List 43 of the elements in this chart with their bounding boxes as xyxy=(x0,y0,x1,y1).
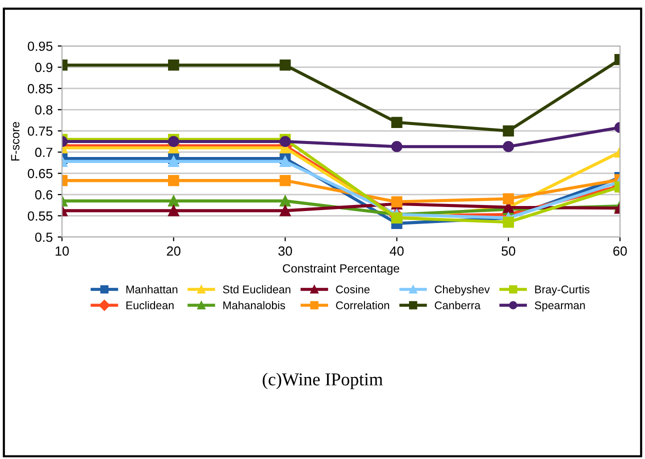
point xyxy=(280,205,291,216)
x-tick-label: 30 xyxy=(278,246,292,256)
x-axis-title: Constraint Percentage xyxy=(282,264,400,275)
y-tick-label: 0.5 xyxy=(35,232,52,242)
legend-label: Chebyshev xyxy=(434,285,490,296)
legend-label: Manhattan xyxy=(126,285,178,294)
point xyxy=(280,136,291,148)
x-tick-label: 50 xyxy=(502,246,516,256)
point xyxy=(168,60,180,71)
point xyxy=(391,141,402,152)
x-tick-label: 10 xyxy=(56,246,69,256)
y-tick-label: 0.7 xyxy=(35,148,52,158)
x-tick-label: 60 xyxy=(613,246,627,256)
text: (c)Wine IPoptim xyxy=(262,372,383,390)
y-tick-label: 0.55 xyxy=(28,211,52,221)
y-tick-label: 0.65 xyxy=(28,168,52,178)
legend-label: Std Euclidean xyxy=(222,285,290,294)
legend-label: Canberra xyxy=(434,301,481,310)
point xyxy=(280,156,291,168)
point xyxy=(391,116,402,128)
x-tick-label: 20 xyxy=(166,246,180,256)
point xyxy=(280,60,291,71)
legend-label: Correlation xyxy=(336,301,390,310)
legend-label: Bray-Curtis xyxy=(535,285,590,296)
point xyxy=(168,174,180,186)
y-tick-label: 0.75 xyxy=(28,126,52,136)
point xyxy=(168,195,180,206)
x-tick-label: 40 xyxy=(390,246,404,256)
y-tick-label: 0.6 xyxy=(35,190,52,200)
legend-label: Spearman xyxy=(534,301,585,312)
point xyxy=(168,136,180,148)
y-tick-label: 0.85 xyxy=(28,84,52,94)
point xyxy=(280,174,291,186)
y-axis-title: F-score xyxy=(11,122,20,161)
point xyxy=(280,195,291,206)
legend-label: Mahanalobis xyxy=(223,301,286,310)
point xyxy=(168,205,180,216)
point xyxy=(168,156,180,168)
legend-label: Euclidean xyxy=(126,301,174,310)
y-tick-label: 0.8 xyxy=(35,105,52,115)
y-tick-label: 0.95 xyxy=(28,42,52,51)
y-tick-label: 0.9 xyxy=(35,62,52,72)
legend-label: Cosine xyxy=(336,285,370,294)
